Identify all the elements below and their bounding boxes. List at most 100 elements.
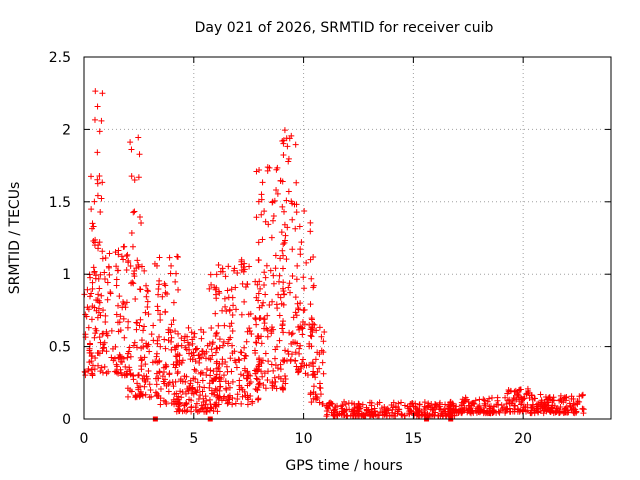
data-point <box>83 313 90 320</box>
data-point <box>211 284 218 291</box>
data-point <box>275 291 282 298</box>
data-point <box>116 319 123 326</box>
data-point <box>234 396 241 403</box>
data-point <box>341 408 348 415</box>
y-tick-label: 1 <box>62 267 71 283</box>
data-point <box>264 377 271 384</box>
data-point <box>132 295 139 302</box>
data-point <box>272 265 279 272</box>
data-point <box>115 370 122 377</box>
data-point <box>118 253 125 260</box>
data-point <box>256 304 263 311</box>
data-point <box>133 326 140 333</box>
data-point <box>96 285 103 292</box>
data-point <box>172 328 179 335</box>
data-point <box>174 253 181 260</box>
data-point <box>281 358 288 365</box>
data-point <box>182 390 189 397</box>
data-point <box>292 358 299 365</box>
data-point <box>244 369 251 376</box>
data-point <box>173 408 180 415</box>
data-point <box>302 370 309 377</box>
data-point <box>297 300 304 307</box>
data-point <box>258 368 265 375</box>
data-point <box>126 344 133 351</box>
data-point <box>462 397 469 404</box>
data-point <box>168 400 175 407</box>
data-point <box>272 252 279 259</box>
data-point <box>160 378 167 385</box>
data-point <box>292 309 299 316</box>
data-point <box>244 375 251 382</box>
data-point <box>173 270 180 277</box>
data-point <box>422 410 429 417</box>
data-point <box>120 243 127 250</box>
data-point <box>106 250 113 257</box>
data-point <box>553 405 560 412</box>
data-point <box>88 206 95 213</box>
data-point <box>194 408 201 415</box>
data-point <box>296 223 303 230</box>
data-point <box>511 388 518 395</box>
data-point <box>219 268 226 275</box>
data-point <box>162 289 169 296</box>
data-point <box>117 353 124 360</box>
data-point <box>145 368 152 375</box>
data-point <box>131 273 138 280</box>
data-point <box>277 294 284 301</box>
data-point <box>213 360 220 367</box>
data-point <box>179 378 186 385</box>
data-point <box>215 364 222 371</box>
data-point <box>308 275 315 282</box>
data-point <box>317 391 324 398</box>
data-point <box>141 267 148 274</box>
y-tick-label: 2 <box>62 122 71 138</box>
data-point <box>92 272 99 279</box>
data-point <box>197 370 204 377</box>
data-point <box>208 377 215 384</box>
data-point <box>238 349 245 356</box>
data-point <box>254 386 261 393</box>
data-point <box>225 263 232 270</box>
data-point <box>324 411 331 418</box>
data-point <box>308 399 315 406</box>
data-point <box>316 324 323 331</box>
data-point <box>274 190 281 197</box>
data-point <box>252 316 259 323</box>
data-point <box>580 406 587 413</box>
data-point <box>96 173 103 180</box>
data-point <box>188 390 195 397</box>
data-point <box>551 402 558 409</box>
data-point <box>262 350 269 357</box>
data-point <box>223 308 230 315</box>
data-point <box>310 395 317 402</box>
data-point <box>363 407 370 414</box>
data-point <box>247 310 254 317</box>
data-point <box>161 336 168 343</box>
data-point <box>200 395 207 402</box>
data-point <box>272 378 279 385</box>
data-point <box>165 326 172 333</box>
data-point <box>221 322 228 329</box>
data-point <box>289 273 296 280</box>
data-point <box>209 341 216 348</box>
data-point <box>115 302 122 309</box>
data-point <box>310 253 317 260</box>
data-point <box>319 359 326 366</box>
data-point <box>92 325 99 332</box>
data-point <box>518 395 525 402</box>
y-tick-label: 0.5 <box>49 340 71 356</box>
data-point <box>86 340 93 347</box>
data-point <box>134 257 141 264</box>
data-point <box>127 353 134 360</box>
data-point <box>216 290 223 297</box>
data-point <box>447 401 454 408</box>
data-point <box>280 301 287 308</box>
data-point <box>252 367 259 374</box>
data-point <box>279 178 286 185</box>
data-point <box>173 390 180 397</box>
data-point <box>220 395 227 402</box>
data-point <box>279 321 286 328</box>
data-point <box>416 412 423 419</box>
data-point <box>509 400 516 407</box>
